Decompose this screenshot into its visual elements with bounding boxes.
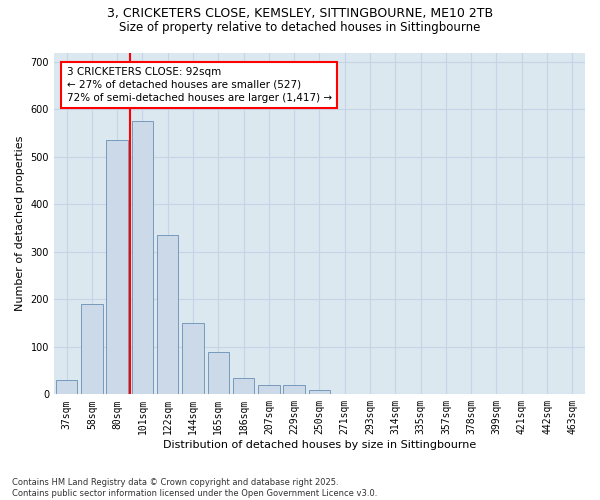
Bar [56, 380, 77, 394]
Bar [283, 385, 305, 394]
Bar [81, 304, 103, 394]
Bar [131, 122, 153, 394]
Bar [182, 323, 204, 394]
Text: 3, CRICKETERS CLOSE, KEMSLEY, SITTINGBOURNE, ME10 2TB: 3, CRICKETERS CLOSE, KEMSLEY, SITTINGBOU… [107, 8, 493, 20]
Bar [106, 140, 128, 394]
Bar [309, 390, 330, 394]
X-axis label: Distribution of detached houses by size in Sittingbourne: Distribution of detached houses by size … [163, 440, 476, 450]
Y-axis label: Number of detached properties: Number of detached properties [15, 136, 25, 311]
Bar [208, 352, 229, 395]
Bar [233, 378, 254, 394]
Text: Size of property relative to detached houses in Sittingbourne: Size of property relative to detached ho… [119, 21, 481, 34]
Text: Contains HM Land Registry data © Crown copyright and database right 2025.
Contai: Contains HM Land Registry data © Crown c… [12, 478, 377, 498]
Bar [258, 385, 280, 394]
Bar [157, 236, 178, 394]
Text: 3 CRICKETERS CLOSE: 92sqm
← 27% of detached houses are smaller (527)
72% of semi: 3 CRICKETERS CLOSE: 92sqm ← 27% of detac… [67, 66, 332, 103]
